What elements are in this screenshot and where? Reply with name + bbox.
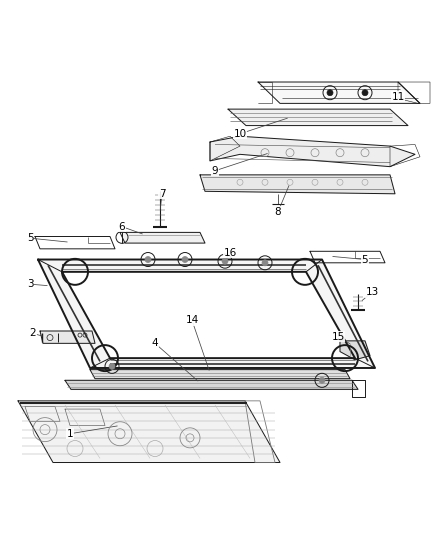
Polygon shape (90, 369, 350, 378)
Text: 7: 7 (159, 189, 165, 199)
Text: 4: 4 (152, 338, 158, 349)
Text: 13: 13 (365, 287, 378, 297)
Circle shape (319, 377, 325, 383)
Circle shape (262, 260, 268, 266)
Text: 3: 3 (27, 279, 33, 289)
Circle shape (222, 258, 228, 264)
Text: 5: 5 (27, 233, 33, 243)
Text: 14: 14 (185, 316, 198, 325)
Polygon shape (228, 109, 408, 126)
Text: 11: 11 (392, 92, 405, 102)
Polygon shape (340, 341, 370, 360)
Text: 16: 16 (223, 248, 237, 258)
Polygon shape (65, 381, 358, 389)
Polygon shape (210, 136, 415, 167)
Polygon shape (35, 237, 115, 249)
Polygon shape (310, 251, 385, 263)
Text: 1: 1 (67, 429, 73, 439)
Polygon shape (38, 260, 375, 368)
Polygon shape (18, 401, 280, 463)
Text: 5: 5 (362, 255, 368, 264)
Text: 9: 9 (212, 166, 218, 176)
Polygon shape (62, 272, 355, 358)
Polygon shape (40, 331, 95, 343)
Circle shape (362, 90, 368, 96)
Polygon shape (120, 232, 205, 243)
Polygon shape (258, 82, 420, 103)
Text: 15: 15 (332, 332, 345, 342)
Polygon shape (200, 175, 395, 194)
Circle shape (327, 90, 333, 96)
Circle shape (182, 256, 188, 263)
Text: 6: 6 (119, 222, 125, 232)
Circle shape (109, 364, 115, 369)
Text: 2: 2 (30, 328, 36, 338)
Text: 8: 8 (275, 207, 281, 217)
Text: 10: 10 (233, 129, 247, 139)
Circle shape (145, 256, 151, 263)
